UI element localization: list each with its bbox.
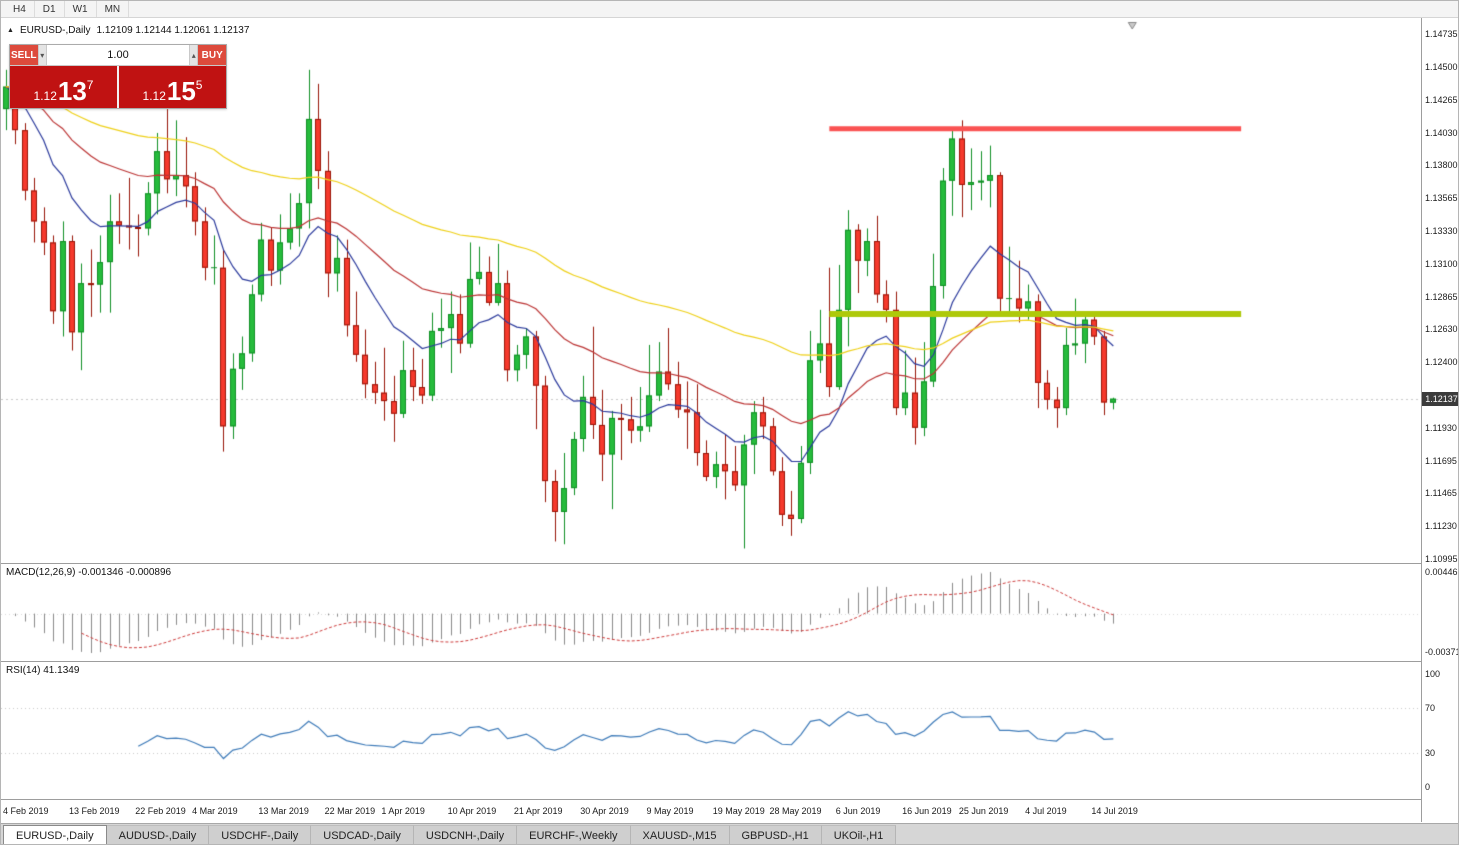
tab-audusd-daily[interactable]: AUDUSD-,Daily bbox=[106, 825, 210, 844]
date-label: 4 Mar 2019 bbox=[192, 806, 238, 816]
price-axis-label: 1.11695 bbox=[1425, 455, 1457, 466]
date-label: 21 Apr 2019 bbox=[513, 806, 563, 816]
timeframe-button-w1[interactable]: W1 bbox=[65, 1, 97, 17]
chart-symbol-label: EURUSD-,Daily bbox=[19, 25, 91, 36]
macd-axis-label: 0.00446 bbox=[1425, 567, 1458, 577]
rsi-axis-label: 0 bbox=[1425, 782, 1431, 792]
price-axis-label: 1.11230 bbox=[1425, 521, 1457, 531]
price-axis-label: 1.13100 bbox=[1425, 258, 1458, 269]
macd-canvas[interactable] bbox=[1, 564, 1421, 661]
timeframe-button-h4[interactable]: H4 bbox=[5, 1, 35, 17]
buy-price-sup: 5 bbox=[195, 78, 203, 92]
date-label: 9 May 2019 bbox=[646, 806, 694, 816]
tab-gbpusd-h1[interactable]: GBPUSD-,H1 bbox=[729, 825, 822, 844]
price-axis-label: 1.14030 bbox=[1425, 127, 1458, 138]
date-label: 4 Feb 2019 bbox=[3, 806, 49, 816]
sell-price-sup: 7 bbox=[86, 78, 94, 92]
price-axis-label: 1.12400 bbox=[1425, 356, 1458, 367]
buy-price-display[interactable]: 1.12 15 5 bbox=[119, 66, 226, 108]
tab-usdcnh-daily[interactable]: USDCNH-,Daily bbox=[413, 825, 518, 844]
price-axis-label: 1.13330 bbox=[1425, 226, 1458, 237]
rsi-timeaxis-separator bbox=[1, 799, 1458, 800]
tab-usdchf-daily[interactable]: USDCHF-,Daily bbox=[209, 825, 312, 844]
timeframe-button-mn[interactable]: MN bbox=[97, 1, 130, 17]
price-axis-label: 1.14265 bbox=[1425, 94, 1458, 105]
rsi-label: RSI(14) 41.1349 bbox=[6, 665, 80, 676]
price-axis-label: 1.13800 bbox=[1425, 160, 1458, 171]
date-label: 22 Feb 2019 bbox=[135, 806, 186, 816]
price-axis-label: 1.14735 bbox=[1425, 29, 1458, 39]
price-axis-label: 1.10995 bbox=[1425, 554, 1458, 564]
tab-xauusd-m15[interactable]: XAUUSD-,M15 bbox=[630, 825, 730, 844]
timeframe-toolbar: H4 D1 W1 MN bbox=[1, 1, 1458, 18]
price-axis-label: 1.13565 bbox=[1425, 193, 1458, 204]
chart-header: ▲ EURUSD-,Daily 1.12109 1.12144 1.12061 … bbox=[7, 25, 249, 36]
price-axis-label: 1.11465 bbox=[1425, 488, 1457, 499]
buy-button[interactable]: BUY bbox=[198, 45, 226, 65]
date-label: 6 Jun 2019 bbox=[835, 806, 881, 816]
chart-ohlc-values: 1.12109 1.12144 1.12061 1.12137 bbox=[96, 25, 250, 36]
tab-ukoil-h1[interactable]: UKOil-,H1 bbox=[821, 825, 897, 844]
date-label: 19 May 2019 bbox=[712, 806, 765, 816]
date-label: 30 Apr 2019 bbox=[580, 806, 629, 816]
price-panel: ▲ EURUSD-,Daily 1.12109 1.12144 1.12061 … bbox=[1, 18, 1421, 563]
date-label: 28 May 2019 bbox=[769, 806, 822, 816]
rsi-axis-label: 100 bbox=[1425, 669, 1441, 679]
sell-button[interactable]: SELL bbox=[10, 45, 38, 65]
volume-increase-button[interactable]: ▴ bbox=[189, 45, 199, 65]
price-axis-label: 1.12630 bbox=[1425, 324, 1458, 335]
chart-tabs-bar: EURUSD-,Daily AUDUSD-,Daily USDCHF-,Daily U… bbox=[1, 823, 1458, 844]
macd-panel: MACD(12,26,9) -0.001346 -0.000896 bbox=[1, 564, 1421, 661]
price-axis-label: 1.11930 bbox=[1425, 422, 1457, 433]
sell-price-prefix: 1.12 bbox=[33, 89, 57, 103]
date-label: 13 Mar 2019 bbox=[258, 806, 309, 816]
price-macd-separator[interactable] bbox=[1, 563, 1458, 564]
macd-rsi-separator[interactable] bbox=[1, 661, 1458, 662]
date-label: 10 Apr 2019 bbox=[447, 806, 497, 816]
date-label: 13 Feb 2019 bbox=[69, 806, 120, 816]
current-price-badge: 1.12137 bbox=[1422, 391, 1458, 406]
buy-price-big: 15 bbox=[166, 76, 196, 106]
sell-price-display[interactable]: 1.12 13 7 bbox=[10, 66, 117, 108]
rsi-panel: RSI(14) 41.1349 bbox=[1, 662, 1421, 799]
macd-axis-label: -0.00371 bbox=[1425, 647, 1459, 657]
volume-decrease-button[interactable]: ▾ bbox=[37, 45, 47, 65]
time-axis[interactable]: 4 Feb 2019 13 Feb 2019 22 Feb 2019 4 Mar 20… bbox=[1, 800, 1421, 822]
date-label: 16 Jun 2019 bbox=[902, 806, 952, 816]
price-axis-label: 1.12865 bbox=[1425, 291, 1458, 302]
date-label: 25 Jun 2019 bbox=[958, 806, 1009, 816]
tab-eurchf-weekly[interactable]: EURCHF-,Weekly bbox=[517, 825, 631, 844]
date-label: 1 Apr 2019 bbox=[381, 806, 425, 816]
sell-price-big: 13 bbox=[57, 76, 87, 106]
volume-input[interactable] bbox=[47, 45, 189, 65]
price-axis-label: 1.14500 bbox=[1425, 61, 1458, 72]
rsi-canvas[interactable] bbox=[1, 662, 1421, 799]
collapse-one-click-icon[interactable]: ▲ bbox=[7, 27, 14, 34]
tab-usdcad-daily[interactable]: USDCAD-,Daily bbox=[311, 825, 414, 844]
date-label: 22 Mar 2019 bbox=[324, 806, 376, 816]
date-label: 4 Jul 2019 bbox=[1025, 806, 1067, 816]
timeframe-button-d1[interactable]: D1 bbox=[35, 1, 65, 17]
date-label: 14 Jul 2019 bbox=[1091, 806, 1138, 816]
buy-price-prefix: 1.12 bbox=[142, 89, 166, 103]
rsi-axis-label: 30 bbox=[1425, 748, 1436, 759]
price-chart-canvas[interactable] bbox=[1, 18, 1421, 563]
macd-label: MACD(12,26,9) -0.001346 -0.000896 bbox=[6, 567, 172, 578]
rsi-axis-label: 70 bbox=[1425, 702, 1436, 713]
price-axis[interactable]: 1.12137 1.14735 1.14500 1.14265 1.14030 1.13… bbox=[1421, 18, 1459, 822]
tab-eurusd-daily[interactable]: EURUSD-,Daily bbox=[3, 825, 107, 844]
